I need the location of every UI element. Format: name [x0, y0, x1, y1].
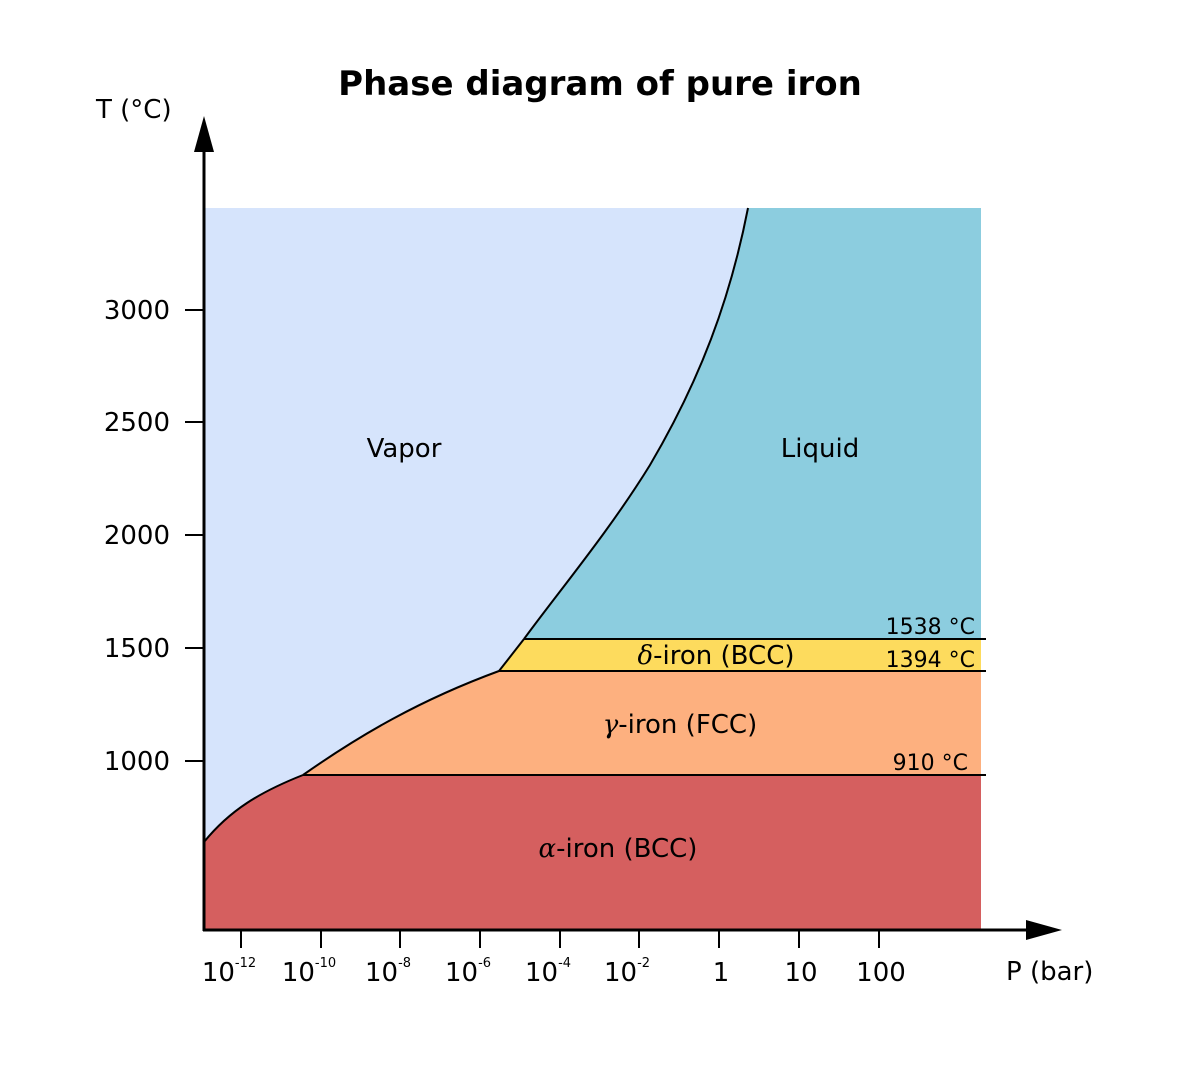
- temp-910-label: 910 °C: [893, 751, 968, 776]
- y-tick-label: 1500: [104, 634, 170, 664]
- sublimation-curve-delta: [498, 638, 525, 672]
- x-tick-label: 10: [784, 958, 817, 988]
- alpha-iron-region: [204, 775, 981, 930]
- x-ticks: 10-12 10-10 10-8 10-6 10-4 10-2 1 10 100: [202, 930, 906, 988]
- gamma-iron-label: γ-iron (FCC): [603, 710, 757, 740]
- sublimation-curve-alpha: [203, 774, 304, 843]
- x-tick-label: 10-6: [445, 956, 491, 988]
- gamma-iron-region: [303, 671, 981, 775]
- alpha-symbol: α: [539, 834, 557, 864]
- x-axis-title: P (bar): [1006, 957, 1093, 987]
- delta-symbol: δ: [637, 641, 653, 671]
- x-tick-label: 1: [713, 958, 730, 988]
- y-tick-label: 1000: [104, 747, 170, 777]
- liquid-region: [524, 208, 981, 639]
- x-tick-label: 10-4: [525, 956, 571, 988]
- x-axis-arrow: [1026, 920, 1062, 940]
- delta-iron-label: δ-iron (BCC): [637, 641, 794, 671]
- y-axis-title: T (°C): [95, 95, 172, 125]
- liquid-label: Liquid: [781, 434, 859, 464]
- sublimation-curve-gamma: [302, 670, 500, 776]
- temp-1394-label: 1394 °C: [886, 648, 975, 673]
- vapor-label: Vapor: [367, 434, 442, 464]
- boiling-curve: [523, 207, 749, 640]
- diagram-title: Phase diagram of pure iron: [338, 64, 862, 104]
- delta-text: -iron (BCC): [653, 641, 794, 671]
- x-tick-label: 10-2: [604, 956, 650, 988]
- x-tick-label: 10-12: [202, 956, 256, 988]
- y-tick-label: 3000: [104, 296, 170, 326]
- temp-1538-label: 1538 °C: [886, 615, 975, 640]
- alpha-text: -iron (BCC): [556, 834, 697, 864]
- delta-iron-region: [499, 639, 981, 671]
- x-tick-label: 10-10: [282, 956, 336, 988]
- x-tick-label: 10-8: [365, 956, 411, 988]
- y-tick-label: 2500: [104, 408, 170, 438]
- y-ticks: 3000 2500 2000 1500 1000: [104, 296, 204, 777]
- y-tick-label: 2000: [104, 521, 170, 551]
- gamma-symbol: γ: [603, 710, 619, 740]
- y-axis-arrow: [194, 116, 214, 152]
- alpha-iron-label: α-iron (BCC): [539, 834, 698, 864]
- gamma-text: -iron (FCC): [618, 710, 757, 740]
- x-tick-label: 100: [856, 958, 906, 988]
